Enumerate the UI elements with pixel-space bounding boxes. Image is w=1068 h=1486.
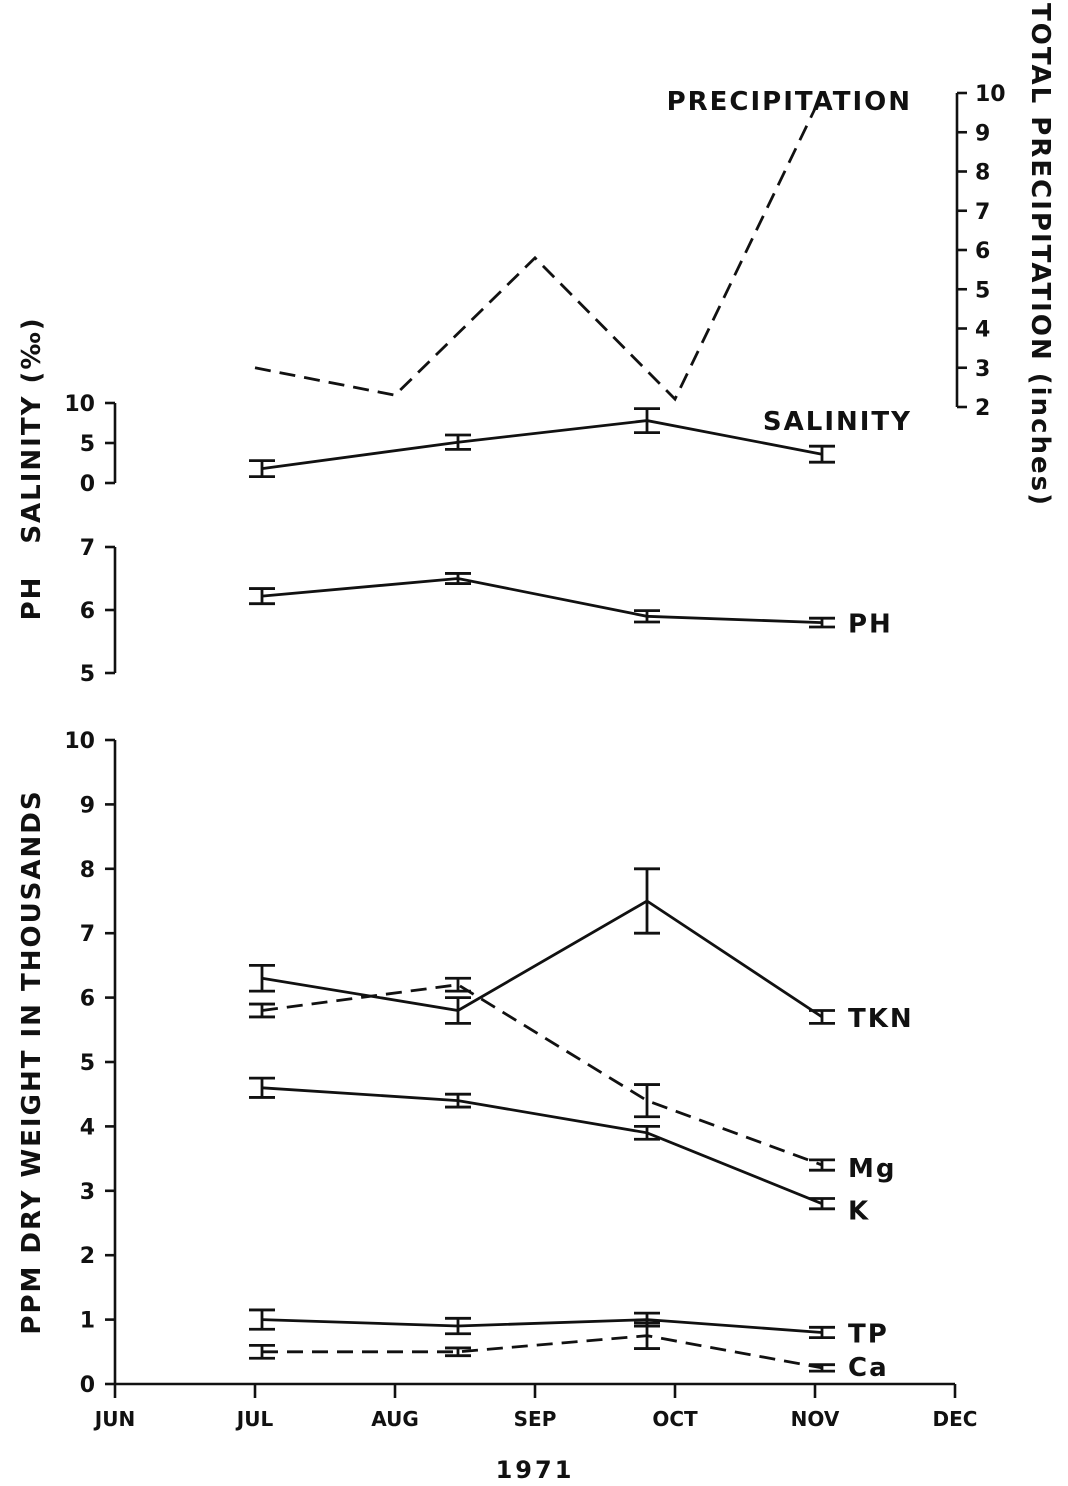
nutrients-y-tick-label: 0	[80, 1373, 95, 1398]
series-label-precipitation: PRECIPITATION	[667, 87, 912, 117]
nutrients-y-tick-label: 4	[80, 1115, 95, 1140]
error-bar-salinity	[809, 444, 835, 464]
nutrients-y-tick-label: 8	[80, 858, 95, 883]
error-bar-ph	[249, 587, 275, 606]
x-caption-year: 1971	[496, 1456, 575, 1484]
nutrients-y-tick-label: 2	[80, 1244, 95, 1269]
series-layer	[249, 108, 835, 1373]
error-bar-k	[809, 1197, 835, 1211]
precipitation-y-tick-label: 5	[975, 278, 990, 303]
series-label-tp: TP	[848, 1319, 889, 1349]
error-bar-tp	[249, 1308, 275, 1331]
ph-y-tick-label: 5	[80, 662, 95, 687]
x-tick-label: SEP	[514, 1407, 557, 1431]
series-line-tp	[261, 1318, 823, 1334]
series-label-ph: PH	[848, 610, 893, 640]
error-bar-tkn	[249, 964, 275, 993]
ph-axis-title: PH	[17, 576, 47, 621]
salinity-y-tick-label: 5	[80, 432, 95, 457]
nutrients-y-tick-label: 7	[80, 922, 95, 947]
series-label-salinity: SALINITY	[763, 407, 912, 437]
error-bar-ca	[445, 1346, 471, 1358]
series-line-ph	[261, 577, 823, 624]
precipitation-y-tick-label: 6	[975, 239, 990, 264]
nutrients-y-tick-label: 3	[80, 1180, 95, 1205]
nutrients-y-tick-label: 5	[80, 1051, 95, 1076]
precipitation-y-tick-label: 8	[975, 161, 990, 186]
precipitation-axis-title: TOTAL PRECIPITATION (inches)	[1025, 3, 1055, 507]
error-bar-k	[249, 1076, 275, 1099]
x-tick-label: AUG	[371, 1407, 419, 1431]
error-bar-k	[445, 1092, 471, 1109]
error-bar-mg	[249, 1002, 275, 1019]
x-tick-label: OCT	[652, 1407, 698, 1431]
error-bar-ph	[445, 572, 471, 585]
nutrients-y-tick-label: 10	[64, 729, 95, 754]
error-bar-salinity	[634, 407, 660, 435]
precipitation-y-tick-label: 4	[975, 318, 990, 343]
series-label-mg: Mg	[848, 1154, 896, 1184]
error-bar-ca	[634, 1321, 660, 1350]
series-line-precipitation	[254, 108, 817, 402]
precipitation-y-tick-label: 3	[975, 357, 990, 382]
nutrients-y-tick-label: 1	[80, 1309, 95, 1334]
series-label-k: K	[848, 1197, 870, 1227]
error-bar-mg	[445, 976, 471, 993]
error-bar-tp	[445, 1316, 471, 1336]
series-line-ca	[262, 1334, 823, 1370]
error-bar-salinity	[445, 433, 471, 451]
axes-layer	[105, 91, 967, 1398]
error-bar-mg	[634, 1083, 660, 1119]
error-bar-ph	[634, 609, 660, 624]
nutrients-axis-title: PPM DRY WEIGHT IN THOUSANDS	[17, 789, 47, 1334]
nutrients-y-tick-label: 6	[80, 987, 95, 1012]
error-bar-tkn	[809, 1009, 835, 1025]
x-tick-label: JUN	[93, 1407, 135, 1431]
salinity-y-tick-label: 10	[64, 392, 95, 417]
precipitation-y-tick-label: 10	[975, 82, 1006, 107]
error-bar-tp	[809, 1325, 835, 1340]
series-label-tkn: TKN	[848, 1004, 914, 1034]
series-line-salinity	[261, 419, 823, 470]
series-line-mg	[261, 983, 823, 1167]
series-line-tkn	[261, 899, 823, 1019]
error-bar-ca	[809, 1363, 835, 1373]
x-tick-label: NOV	[791, 1407, 840, 1431]
precipitation-y-tick-label: 9	[975, 121, 990, 146]
ph-y-tick-label: 7	[80, 536, 95, 561]
error-bar-tkn	[445, 996, 471, 1025]
error-bar-salinity	[249, 459, 275, 479]
series-line-k	[261, 1086, 823, 1205]
ph-y-tick-label: 6	[80, 599, 95, 624]
error-bar-ca	[249, 1343, 275, 1360]
x-tick-label: DEC	[933, 1407, 978, 1431]
nutrients-y-tick-label: 9	[80, 793, 95, 818]
error-bar-mg	[809, 1158, 835, 1172]
error-bar-ph	[809, 616, 835, 629]
error-bar-k	[634, 1125, 660, 1141]
salinity-y-tick-label: 0	[80, 472, 95, 497]
x-tick-label: JUL	[235, 1407, 274, 1431]
precipitation-y-tick-label: 2	[975, 396, 990, 421]
error-bar-tkn	[634, 867, 660, 935]
precipitation-y-tick-label: 7	[975, 200, 990, 225]
series-label-ca: Ca	[848, 1353, 889, 1383]
salinity-axis-title: SALINITY (‰)	[17, 316, 47, 543]
